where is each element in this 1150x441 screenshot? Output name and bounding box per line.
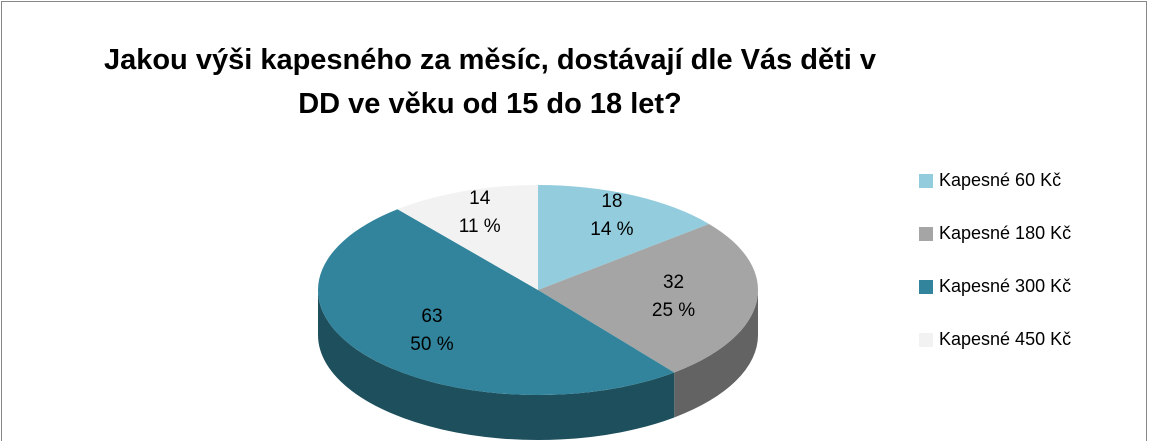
chart-title: Jakou výši kapesného za měsíc, dostávají… xyxy=(103,44,877,120)
pie-slice xyxy=(538,185,710,290)
data-label: 63 xyxy=(421,306,442,327)
legend-label: Kapesné 300 Kč xyxy=(939,276,1071,296)
legend-label: Kapesné 180 Kč xyxy=(939,223,1071,243)
legend-swatch xyxy=(919,333,933,347)
legend-label: Kapesné 60 Kč xyxy=(939,170,1061,190)
data-label-percent: 25 % xyxy=(652,300,695,321)
data-label: 18 xyxy=(601,191,622,212)
data-label-percent: 50 % xyxy=(410,334,453,355)
legend-swatch xyxy=(919,174,933,188)
data-label: 32 xyxy=(663,272,684,293)
legend-swatch xyxy=(919,227,933,241)
pie-slice xyxy=(397,185,538,290)
data-label-percent: 14 % xyxy=(590,219,633,240)
pie-slice xyxy=(317,209,675,396)
data-label-percent: 11 % xyxy=(459,216,501,237)
pie-side xyxy=(674,290,758,418)
pie-side xyxy=(318,290,675,440)
legend-swatch xyxy=(919,280,933,294)
legend-label: Kapesné 450 Kč xyxy=(939,329,1071,349)
data-label: 14 xyxy=(469,188,491,209)
pie-slice xyxy=(538,223,758,373)
